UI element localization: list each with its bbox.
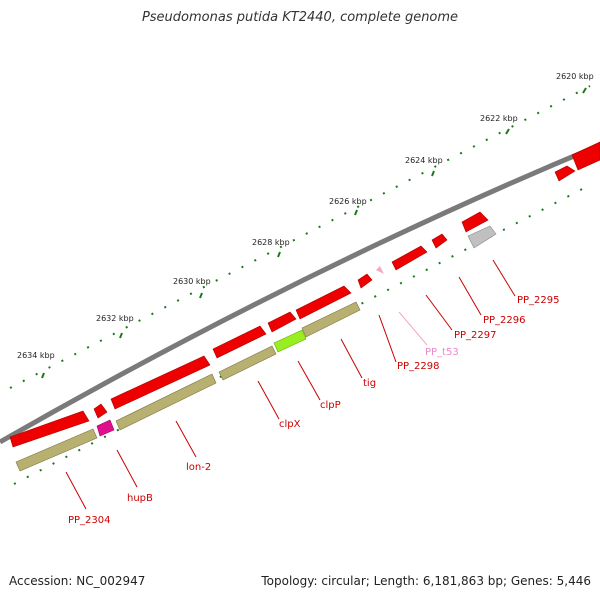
outer-scale-ticks — [9, 85, 591, 389]
kbp-label: 2630 kbp — [173, 277, 211, 286]
gene-arrow — [391, 245, 428, 271]
major-ticks — [41, 87, 587, 379]
kbp-labels: 2620 kbp 2622 kbp 2624 kbp 2626 kbp 2628… — [17, 72, 594, 360]
gene-arrow — [9, 410, 90, 448]
gene-label: PP_2296 — [483, 315, 526, 326]
gene-label: clpP — [320, 400, 341, 411]
magenta-feature — [96, 419, 115, 437]
kbp-label: 2632 kbp — [96, 314, 134, 323]
cds-bar — [218, 345, 277, 381]
gene-arrow — [110, 355, 211, 410]
gene-arrow — [554, 165, 576, 182]
kbp-label: 2634 kbp — [17, 351, 55, 360]
kbp-label: 2620 kbp — [556, 72, 594, 81]
kbp-label: 2624 kbp — [405, 156, 443, 165]
genome-backbone — [0, 142, 600, 445]
gene-arrows — [9, 141, 600, 448]
kbp-label: 2628 kbp — [252, 238, 290, 247]
kbp-label: 2622 kbp — [480, 114, 518, 123]
trna-leader — [398, 311, 428, 346]
gene-arrow — [571, 141, 600, 171]
gene-label: PP_2298 — [397, 361, 440, 372]
gene-arrow — [93, 403, 108, 419]
cds-bar — [15, 428, 98, 472]
gene-arrow — [295, 285, 352, 320]
label-leaders — [65, 259, 516, 510]
gene-labels: PP_2295 PP_2296 PP_2297 PP_t53 PP_2298 t… — [68, 295, 560, 526]
gene-label: PP_2295 — [517, 295, 560, 306]
gene-arrow — [212, 325, 267, 359]
gene-arrow — [431, 233, 448, 249]
genome-summary-text: Topology: circular; Length: 6,181,863 bp… — [261, 574, 591, 588]
gene-label: PP_2304 — [68, 515, 111, 526]
cds-bar — [115, 373, 217, 431]
highlight-bar — [273, 329, 307, 353]
gene-label: lon-2 — [186, 462, 211, 473]
trna-feature — [376, 266, 384, 274]
gene-label: clpX — [279, 419, 301, 430]
cds-bar — [301, 301, 361, 338]
kbp-label: 2626 kbp — [329, 197, 367, 206]
accession-text: Accession: NC_002947 — [9, 574, 146, 588]
map-title: Pseudomonas putida KT2440, complete geno… — [141, 10, 459, 25]
gene-label: hupB — [127, 493, 153, 504]
gene-arrow — [267, 311, 297, 333]
misc-feature — [467, 225, 497, 249]
gene-arrow — [357, 273, 373, 289]
gene-label: tig — [363, 378, 376, 389]
gene-label: PP_t53 — [425, 347, 459, 358]
gene-arrow — [461, 211, 489, 233]
gene-label: PP_2297 — [454, 330, 497, 341]
cds-bars — [15, 301, 361, 472]
